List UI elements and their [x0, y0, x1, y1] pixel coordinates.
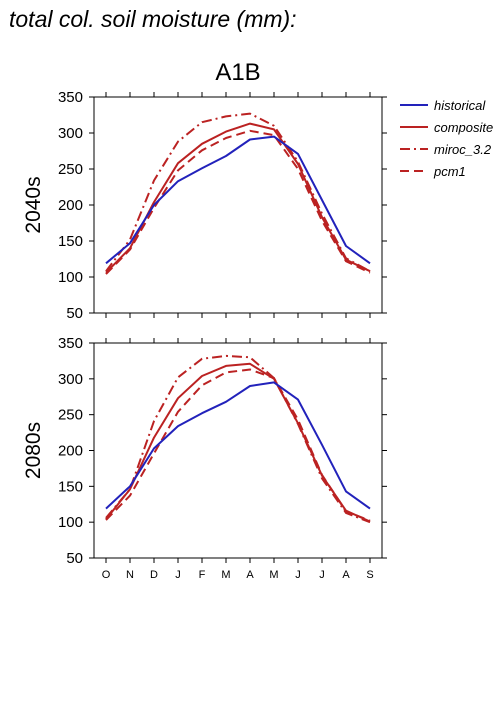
panel-ylabel: 2080s — [22, 422, 45, 479]
legend-label: pcm1 — [433, 164, 466, 179]
legend-label: historical — [434, 98, 486, 113]
x-tick-label: M — [269, 569, 278, 581]
x-tick-label: O — [102, 569, 111, 581]
y-tick-label: 100 — [58, 269, 83, 286]
y-tick-label: 250 — [58, 161, 83, 178]
plot-frame — [93, 342, 383, 559]
y-tick-label: 300 — [58, 371, 83, 388]
legend-label: miroc_3.2 — [434, 142, 492, 157]
x-tick-label: D — [150, 569, 158, 581]
x-tick-label: J — [175, 569, 181, 581]
x-tick-label: A — [246, 569, 254, 581]
page-title: total col. soil moisture (mm): — [9, 6, 297, 32]
y-tick-label: 50 — [66, 305, 83, 322]
panel-ylabel: 2040s — [22, 176, 45, 233]
y-tick-label: 150 — [58, 233, 83, 250]
series-line-pcm1 — [105, 129, 371, 275]
x-tick-label: J — [319, 569, 325, 581]
chart-title: A1B — [215, 59, 260, 86]
series-line-composite — [105, 362, 371, 523]
legend-label: composite — [434, 120, 493, 135]
x-tick-label: N — [126, 569, 134, 581]
series-line-miroc-3-2 — [105, 354, 371, 524]
y-tick-label: 200 — [58, 197, 83, 214]
panel-2040s: 50 100 150 200 250 300 350 2040s — [22, 89, 387, 322]
legend: historical composite miroc_3.2 pcm1 — [400, 98, 493, 179]
y-tick-label: 100 — [58, 514, 83, 531]
series-line-pcm1 — [105, 368, 371, 522]
x-tick-label: A — [342, 569, 350, 581]
x-tick-label: F — [199, 569, 206, 581]
y-tick-label: 200 — [58, 443, 83, 460]
plot-frame — [93, 96, 383, 314]
series-line-historical — [105, 135, 371, 265]
x-tick-label: J — [295, 569, 301, 581]
y-tick-label: 50 — [66, 550, 83, 567]
series-line-composite — [105, 122, 371, 274]
series-line-historical — [105, 381, 371, 510]
x-tick-label: M — [221, 569, 230, 581]
y-tick-label: 250 — [58, 407, 83, 424]
series-line-miroc-3-2 — [105, 112, 371, 273]
y-tick-label: 300 — [58, 125, 83, 142]
x-tick-label: S — [366, 569, 373, 581]
panel-2080s: 50 100 150 200 250 300 350 2080s — [22, 335, 387, 567]
y-tick-label: 350 — [58, 335, 83, 352]
y-tick-label: 150 — [58, 478, 83, 495]
y-tick-label: 350 — [58, 89, 83, 106]
